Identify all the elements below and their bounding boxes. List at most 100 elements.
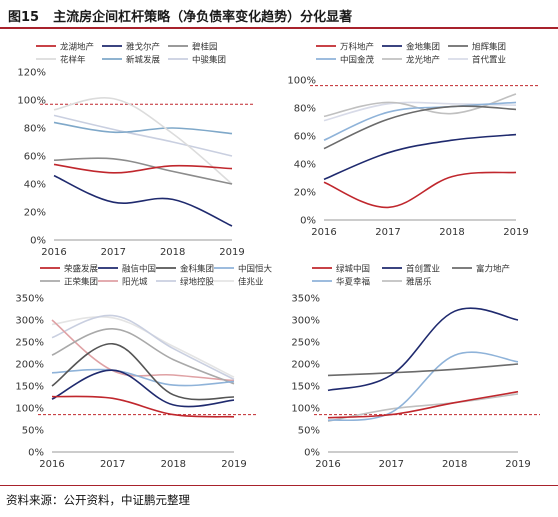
- series-line: [51, 314, 235, 381]
- legend-label: 金科集团: [180, 264, 214, 275]
- y-tick-label: 0%: [28, 448, 44, 459]
- series-line: [323, 133, 517, 181]
- y-tick-label: 150%: [15, 382, 44, 393]
- legend-label: 绿城中国: [336, 264, 370, 275]
- legend-label: 龙光地产: [406, 55, 440, 66]
- y-tick-label: 120%: [17, 68, 46, 79]
- chart-panel-4: 0% 50% 100% 150% 200% 250% 300% 350% 2016 2017 201…: [291, 264, 540, 470]
- y-tick-label: 300%: [15, 316, 44, 327]
- legend-label: 融信中国: [122, 264, 156, 275]
- title-rule: [0, 27, 558, 29]
- series-line: [53, 163, 233, 174]
- legend-label: 中骏集团: [192, 55, 226, 66]
- y-tick-label: 350%: [15, 294, 44, 305]
- figure-number: 图15: [8, 10, 40, 25]
- series-line: [323, 93, 517, 118]
- chart-panel-2: 0% 20% 40% 60% 80% 100% 2016 2017 2018 2019 万科地产 金地…: [287, 42, 538, 238]
- y-tick-label: 250%: [15, 338, 44, 349]
- legend-label: 中国恒大: [238, 264, 273, 275]
- series-line: [53, 121, 233, 135]
- y-tick-label: 80%: [294, 104, 316, 115]
- y-tick-label: 0%: [30, 236, 46, 247]
- y-tick-label: 100%: [15, 404, 44, 415]
- legend-label: 雅戈尔产: [126, 42, 160, 53]
- y-tick-label: 250%: [291, 338, 320, 349]
- y-tick-label: 40%: [294, 160, 316, 171]
- y-tick-label: 350%: [291, 294, 320, 305]
- x-tick-label: 2017: [379, 459, 404, 470]
- x-tick-label: 2016: [315, 459, 340, 470]
- series-line: [327, 390, 519, 419]
- series-line: [51, 342, 235, 401]
- series-line: [53, 174, 233, 227]
- y-tick-label: 200%: [15, 360, 44, 371]
- footer-rule: [0, 485, 558, 486]
- legend-label: 碧桂园: [192, 42, 218, 53]
- x-tick-label: 2016: [39, 459, 64, 470]
- y-tick-label: 60%: [294, 132, 316, 143]
- y-tick-label: 100%: [17, 96, 46, 107]
- x-tick-label: 2018: [160, 247, 185, 258]
- y-tick-label: 0%: [300, 216, 316, 227]
- legend-label: 金地集团: [406, 42, 440, 53]
- chart-panel-1: 0% 20% 40% 60% 80% 100% 120% 2016 2017 2018 2019 龙湖…: [17, 42, 254, 258]
- x-tick-label: 2016: [41, 247, 66, 258]
- legend-label: 万科地产: [340, 42, 374, 53]
- y-tick-label: 50%: [22, 426, 44, 437]
- legend-label: 华夏幸福: [336, 277, 370, 288]
- y-tick-label: 100%: [291, 404, 320, 415]
- legend-label: 花样年: [60, 55, 86, 66]
- figure-title-text: 主流房企间杠杆策略（净负债率变化趋势）分化显著: [53, 10, 353, 25]
- y-tick-label: 150%: [291, 382, 320, 393]
- series-line: [323, 105, 517, 150]
- series-line: [327, 351, 519, 422]
- y-tick-label: 200%: [291, 360, 320, 371]
- series-line: [51, 395, 235, 418]
- y-tick-label: 40%: [24, 180, 46, 191]
- legend-label: 首创置业: [406, 264, 440, 275]
- legend-label: 新城发展: [126, 55, 161, 66]
- series-line: [51, 369, 235, 408]
- legend-label: 龙湖地产: [60, 42, 94, 53]
- series-line: [51, 327, 235, 385]
- figure-title: 图15 主流房企间杠杆策略（净负债率变化趋势）分化显著: [8, 6, 352, 25]
- legend-label: 阳光城: [122, 277, 148, 288]
- series-line: [53, 114, 233, 157]
- legend-label: 雅居乐: [406, 277, 432, 288]
- y-tick-label: 50%: [298, 426, 320, 437]
- y-tick-label: 20%: [24, 208, 46, 219]
- legend-label: 首代置业: [472, 55, 506, 66]
- y-tick-label: 300%: [291, 316, 320, 327]
- legend-label: 旭辉集团: [472, 42, 506, 53]
- series-line: [53, 157, 233, 185]
- figure-header: 图15 主流房企间杠杆策略（净负债率变化趋势）分化显著: [0, 0, 558, 30]
- x-tick-label: 2018: [439, 227, 464, 238]
- x-tick-label: 2017: [100, 459, 125, 470]
- x-tick-label: 2019: [221, 459, 246, 470]
- x-tick-label: 2016: [311, 227, 336, 238]
- legend-label: 佳兆业: [238, 277, 264, 288]
- x-tick-label: 2017: [375, 227, 400, 238]
- y-tick-label: 0%: [304, 448, 320, 459]
- x-tick-label: 2019: [503, 227, 528, 238]
- x-tick-label: 2018: [442, 459, 467, 470]
- series-line: [327, 363, 519, 377]
- series-line: [323, 171, 517, 209]
- legend-label: 绿地控股: [180, 277, 215, 288]
- y-tick-label: 60%: [24, 152, 46, 163]
- x-tick-label: 2019: [505, 459, 530, 470]
- legend-label: 富力地产: [476, 264, 510, 275]
- legend-label: 正荣集团: [64, 277, 98, 288]
- series-line: [323, 101, 517, 141]
- series-line: [53, 96, 233, 185]
- series-line: [51, 368, 235, 387]
- x-tick-label: 2017: [101, 247, 126, 258]
- series-line: [327, 393, 519, 422]
- legend-label: 中国金茂: [340, 55, 375, 66]
- x-tick-label: 2019: [219, 247, 244, 258]
- legend-label: 荣盛发展: [64, 264, 99, 275]
- y-tick-label: 80%: [24, 124, 46, 135]
- series-line: [327, 307, 519, 392]
- y-tick-label: 100%: [287, 76, 316, 87]
- source-note: 资料来源：公开资料，中证鹏元整理: [6, 493, 190, 507]
